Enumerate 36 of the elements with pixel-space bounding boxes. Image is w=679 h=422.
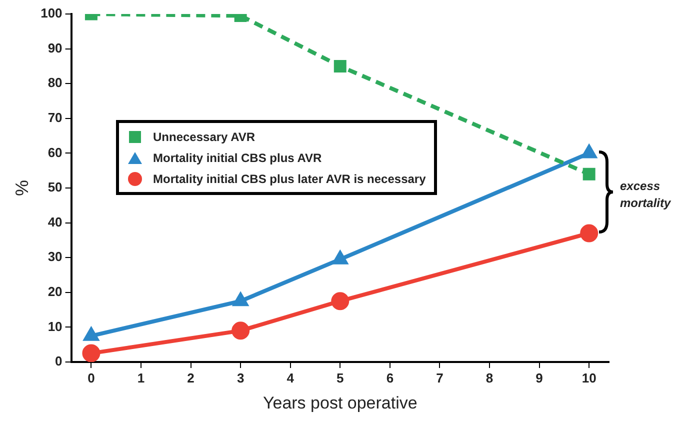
point	[82, 344, 100, 362]
point	[580, 224, 598, 242]
point	[84, 328, 98, 341]
y-tick-label: 90	[48, 40, 62, 56]
legend-label: Mortality initial CBS plus AVR	[153, 150, 322, 164]
point	[332, 251, 348, 264]
y-tick-label: 40	[48, 214, 62, 230]
legend-label: Unnecessary AVR	[153, 130, 256, 144]
point	[331, 292, 350, 310]
point	[232, 322, 250, 340]
x-tick-label: 10	[582, 370, 596, 386]
y-tick-label: 30	[48, 249, 62, 264]
y-tick-label: 80	[48, 75, 62, 90]
x-tick-label: 5	[336, 370, 344, 386]
x-tick-label: 7	[436, 370, 444, 386]
x-tick-label: 6	[386, 370, 394, 386]
y-tick-label: 50	[48, 180, 62, 195]
point	[582, 168, 596, 180]
y-tick-label: 10	[48, 318, 62, 334]
x-tick-label: 0	[88, 370, 95, 386]
y-tick-label: 20	[48, 284, 62, 299]
x-axis-title: Years post operative	[262, 393, 418, 412]
x-tick-label: 2	[187, 370, 194, 386]
y-tick-label: 60	[48, 144, 62, 160]
text: excess mortality	[620, 178, 672, 212]
y-tick-label: 0	[55, 354, 62, 369]
x-tick-label: 8	[486, 370, 494, 386]
x-tick-label: 3	[236, 370, 244, 386]
x-tick-label: 4	[286, 370, 295, 386]
y-tick-label: 70	[48, 110, 62, 125]
x-tick-label: 9	[536, 370, 543, 386]
y-axis-title: %	[12, 180, 32, 196]
point	[233, 293, 248, 306]
x-tick-label: 1	[137, 370, 145, 386]
legend-label: Mortality initial CBS plus later AVR is necessary	[153, 172, 426, 186]
y-tick-label: 100	[40, 6, 62, 21]
